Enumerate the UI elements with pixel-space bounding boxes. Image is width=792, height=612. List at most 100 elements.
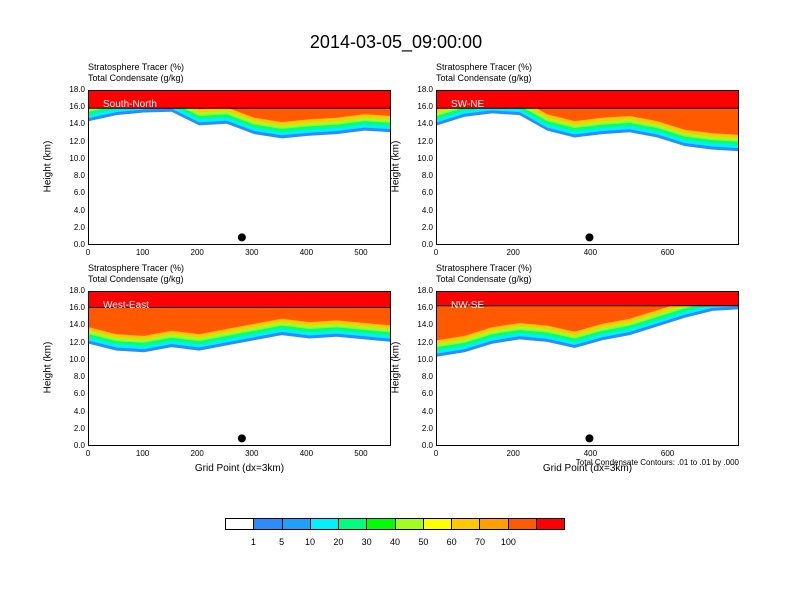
y-tick-label: 2.0 [421, 423, 433, 433]
y-tick-label: 0.0 [421, 240, 433, 249]
y-tick-label: 10.0 [69, 354, 85, 364]
colorbar-level-label: 60 [446, 537, 457, 547]
x-tick-label: 200 [506, 248, 520, 257]
y-tick-label: 14.0 [69, 119, 85, 129]
y-tick-label: 4.0 [421, 205, 433, 215]
x-tick-label: 200 [190, 449, 204, 458]
colorbar-level-label: 100 [500, 537, 516, 547]
colorbar-level-label: 40 [389, 537, 400, 547]
x-tick-label: 400 [299, 449, 314, 458]
panel-title-tracer: Stratosphere Tracer (%) [436, 62, 533, 72]
y-tick-label: 16.0 [417, 102, 433, 112]
y-tick-label: 0.0 [73, 240, 85, 249]
colorbar-level-label: 1 [250, 537, 256, 547]
y-axis-label: Height (km) [390, 140, 402, 192]
colorbar-level-label: 50 [418, 537, 429, 547]
y-tick-label: 16.0 [417, 303, 433, 313]
y-tick-label: 12.0 [69, 337, 85, 347]
y-axis-label: Height (km) [42, 341, 54, 393]
y-tick-label: 2.0 [73, 222, 85, 232]
location-marker [237, 434, 246, 443]
colorbar-swatch [254, 519, 283, 529]
x-tick-label: 300 [245, 449, 259, 458]
panel-title-condensate: Total Condensate (g/kg) [88, 73, 184, 83]
y-tick-label: 14.0 [417, 320, 433, 330]
y-tick-label: 10.0 [417, 354, 433, 364]
plot-area: South-North [88, 90, 391, 245]
panel-title-condensate: Total Condensate (g/kg) [436, 73, 532, 83]
colorbar-swatch [395, 519, 424, 529]
heatmap-svg: NW-SE [437, 292, 738, 443]
x-tick-label: 200 [506, 449, 520, 458]
y-tick-label: 2.0 [421, 222, 433, 232]
colorbar-swatch [339, 519, 368, 529]
panel-label: South-North [103, 99, 157, 110]
y-tick-label: 18.0 [417, 85, 433, 94]
y-tick-label: 18.0 [69, 286, 85, 295]
y-tick-label: 18.0 [417, 286, 433, 295]
x-tick-label: 600 [660, 248, 675, 257]
y-tick-label: 16.0 [69, 303, 85, 313]
y-tick-label: 0.0 [421, 441, 433, 450]
colorbar-level-label: 70 [474, 537, 485, 547]
colorbar-level-label: 10 [304, 537, 315, 547]
y-tick-label: 0.0 [73, 441, 85, 450]
panel-label: West-East [103, 300, 149, 311]
panel-title-tracer: Stratosphere Tracer (%) [88, 62, 185, 72]
y-tick-label: 14.0 [69, 320, 85, 330]
y-tick-label: 8.0 [73, 171, 85, 181]
y-tick-label: 6.0 [421, 389, 433, 399]
heatmap-svg: SW-NE [437, 91, 738, 242]
x-tick-label: 0 [433, 449, 439, 458]
panel-title-tracer: Stratosphere Tracer (%) [436, 263, 533, 273]
plot-area: NW-SE [436, 291, 739, 446]
x-axis-label: Grid Point (dx=3km) [542, 463, 633, 474]
panel-title-tracer: Stratosphere Tracer (%) [88, 263, 185, 273]
colorbar-level-label: 5 [279, 537, 285, 547]
y-tick-label: 6.0 [73, 188, 85, 198]
y-axis-label: Height (km) [42, 140, 54, 192]
x-tick-label: 500 [354, 248, 368, 257]
location-marker [585, 233, 594, 242]
y-tick-label: 6.0 [421, 188, 433, 198]
figure-title: 2014-03-05_09:00:00 [309, 32, 483, 52]
y-tick-label: 10.0 [69, 153, 85, 163]
x-tick-label: 300 [245, 248, 259, 257]
plot-area: West-East [88, 291, 391, 446]
x-tick-label: 400 [583, 248, 598, 257]
x-tick-label: 0 [85, 449, 91, 458]
colorbar-swatch [226, 519, 255, 529]
y-tick-label: 12.0 [417, 337, 433, 347]
y-tick-label: 8.0 [73, 372, 85, 382]
tracer-top-layer [437, 292, 738, 306]
location-marker [237, 233, 246, 242]
y-tick-label: 12.0 [69, 136, 85, 146]
x-tick-label: 400 [299, 248, 314, 257]
tracer-top-layer [89, 91, 390, 109]
y-tick-label: 2.0 [73, 423, 85, 433]
x-tick-label: 400 [583, 449, 598, 458]
y-tick-label: 18.0 [69, 85, 85, 94]
location-marker [585, 434, 594, 443]
y-tick-label: 4.0 [421, 406, 433, 416]
tracer-top-layer [437, 91, 738, 109]
plot-area: SW-NE [436, 90, 739, 245]
colorbar-level-label: 20 [333, 537, 344, 547]
colorbar-swatch [282, 519, 311, 529]
y-tick-label: 4.0 [73, 205, 85, 215]
colorbar-swatch [423, 519, 452, 529]
colorbar-swatch [310, 519, 339, 529]
x-axis-label: Grid Point (dx=3km) [194, 463, 285, 474]
tracer-top-layer [89, 292, 390, 308]
panel-title-condensate: Total Condensate (g/kg) [436, 274, 532, 284]
panel-label: NW-SE [451, 300, 484, 311]
panel-label: SW-NE [451, 99, 484, 110]
x-tick-label: 0 [85, 248, 91, 257]
x-tick-label: 0 [433, 248, 439, 257]
y-axis-label: Height (km) [390, 341, 402, 393]
colorbar-level-label: 30 [361, 537, 372, 547]
colorbar-swatch [452, 519, 481, 529]
colorbar-swatch [367, 519, 396, 529]
panel-title-condensate: Total Condensate (g/kg) [88, 274, 184, 284]
contour-note: Total Condensate Contours: .01 to .01 by… [575, 458, 739, 467]
